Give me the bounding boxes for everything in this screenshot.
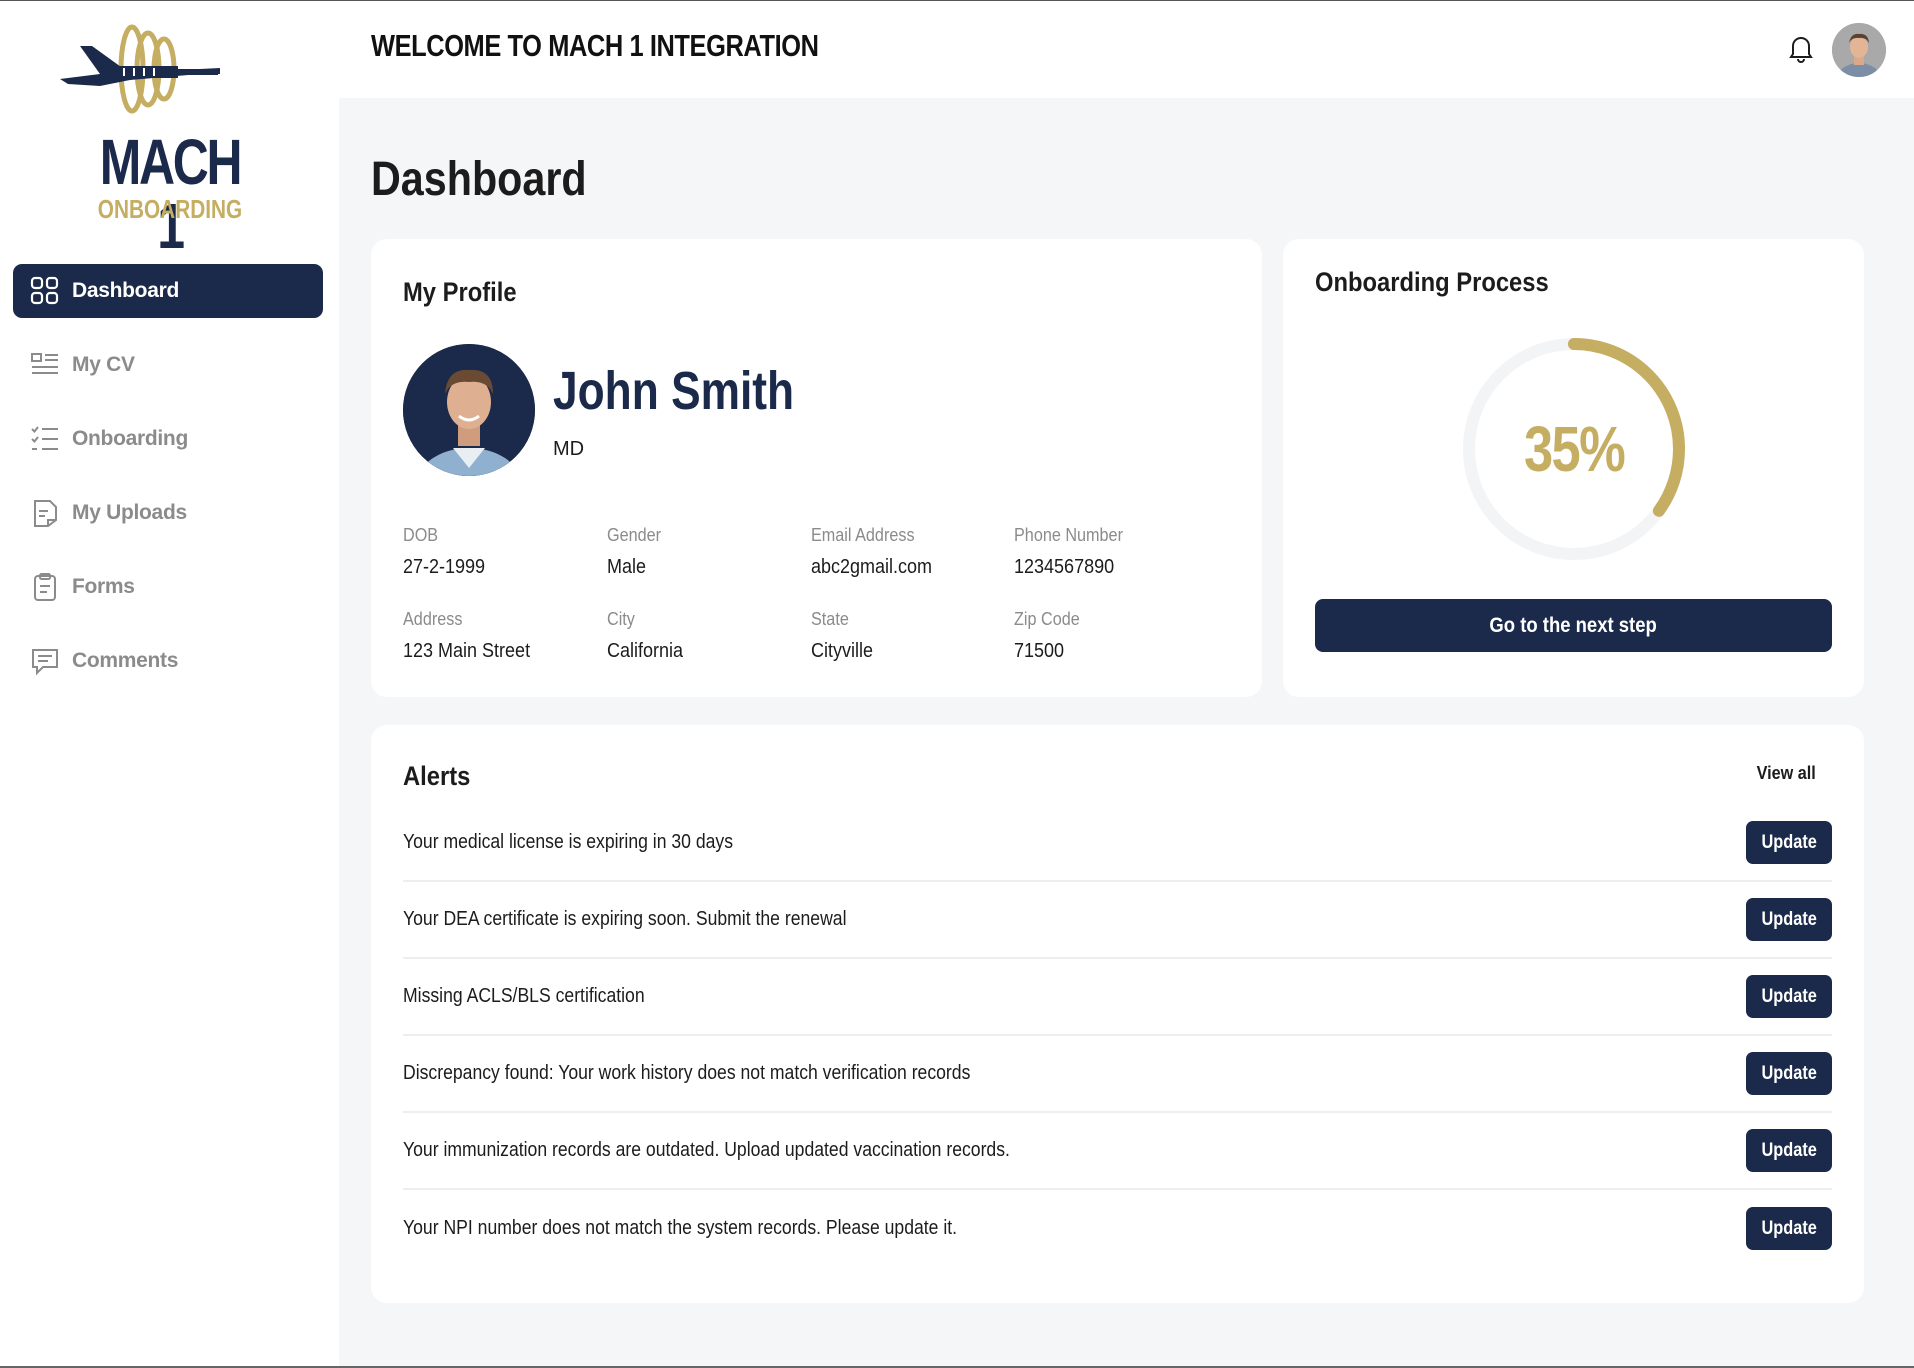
sidebar: MACH 1 ONBOARDING Dashboard bbox=[0, 2, 339, 1366]
alert-row: Your medical license is expiring in 30 d… bbox=[403, 805, 1832, 882]
field-gender: Gender Male bbox=[607, 525, 797, 579]
field-value: 123 Main Street bbox=[403, 640, 531, 662]
brand-title: MACH 1 bbox=[99, 126, 243, 262]
main-content: Dashboard My Profile John Smith MD DOB bbox=[339, 98, 1914, 1366]
update-button[interactable]: Update bbox=[1746, 821, 1832, 864]
alert-text: Your medical license is expiring in 30 d… bbox=[403, 831, 734, 853]
field-value: 1234567890 bbox=[1014, 556, 1115, 578]
sidebar-item-dashboard[interactable]: Dashboard bbox=[13, 264, 323, 318]
alert-text: Your immunization records are outdated. … bbox=[403, 1139, 1010, 1161]
field-label: Phone Number bbox=[1014, 525, 1123, 545]
field-label: Email Address bbox=[811, 525, 915, 545]
alert-row: Your DEA certificate is expiring soon. S… bbox=[403, 882, 1832, 959]
field-label: State bbox=[811, 609, 849, 629]
field-phone: Phone Number 1234567890 bbox=[1014, 525, 1204, 579]
user-avatar[interactable] bbox=[1832, 23, 1886, 77]
view-all-link[interactable]: View all bbox=[1756, 763, 1816, 783]
sidebar-item-label: Comments bbox=[72, 649, 179, 672]
profile-heading: My Profile bbox=[403, 277, 517, 307]
checklist-icon bbox=[30, 424, 60, 454]
sidebar-item-label: Forms bbox=[72, 575, 135, 598]
profile-avatar bbox=[403, 344, 535, 476]
alert-row: Missing ACLS/BLS certification Update bbox=[403, 959, 1832, 1036]
field-value: Cityville bbox=[811, 640, 874, 662]
field-value: Male bbox=[607, 556, 647, 578]
sidebar-item-forms[interactable]: Forms bbox=[13, 560, 323, 614]
brand-logo[interactable]: MACH 1 ONBOARDING bbox=[60, 24, 280, 258]
clipboard-icon bbox=[30, 572, 60, 602]
field-address: Address 123 Main Street bbox=[403, 609, 593, 663]
sidebar-item-label: Onboarding bbox=[72, 427, 188, 450]
field-label: Gender bbox=[607, 525, 662, 545]
alert-row: Discrepancy found: Your work history doe… bbox=[403, 1036, 1832, 1113]
field-label: Zip Code bbox=[1014, 609, 1080, 629]
alerts-heading: Alerts bbox=[403, 761, 471, 791]
field-city: City California bbox=[607, 609, 797, 663]
update-button[interactable]: Update bbox=[1746, 1129, 1832, 1172]
sidebar-item-comments[interactable]: Comments bbox=[13, 634, 323, 688]
comment-icon bbox=[30, 646, 60, 676]
progress-percent: 35% bbox=[1523, 413, 1626, 485]
field-dob: DOB 27-2-1999 bbox=[403, 525, 593, 579]
profile-credential: MD bbox=[553, 438, 585, 460]
sidebar-item-label: My CV bbox=[72, 353, 135, 376]
alert-text: Missing ACLS/BLS certification bbox=[403, 985, 645, 1007]
alert-row: Your NPI number does not match the syste… bbox=[403, 1190, 1832, 1267]
top-header: WELCOME TO MACH 1 INTEGRATION bbox=[339, 2, 1914, 98]
field-label: Address bbox=[403, 609, 463, 629]
alert-list: Your medical license is expiring in 30 d… bbox=[403, 805, 1832, 1267]
page-title: Dashboard bbox=[371, 153, 587, 206]
alert-text: Discrepancy found: Your work history doe… bbox=[403, 1062, 971, 1084]
next-step-button[interactable]: Go to the next step bbox=[1315, 599, 1832, 652]
sidebar-item-label: My Uploads bbox=[72, 501, 187, 524]
alert-text: Your NPI number does not match the syste… bbox=[403, 1217, 958, 1239]
jet-logo-icon bbox=[60, 24, 220, 114]
field-state: State Cityville bbox=[811, 609, 1001, 663]
profile-name: John Smith bbox=[553, 361, 795, 421]
field-email: Email Address abc2gmail.com bbox=[811, 525, 1001, 579]
update-button[interactable]: Update bbox=[1746, 975, 1832, 1018]
sidebar-item-label: Dashboard bbox=[72, 279, 179, 302]
welcome-title: WELCOME TO MACH 1 INTEGRATION bbox=[371, 28, 819, 63]
bell-icon[interactable] bbox=[1787, 33, 1815, 63]
onboarding-card: Onboarding Process 35% Go to the next st… bbox=[1283, 239, 1864, 697]
sidebar-nav: Dashboard My CV bbox=[13, 264, 323, 708]
field-label: City bbox=[607, 609, 635, 629]
alerts-card: Alerts View all Your medical license is … bbox=[371, 725, 1864, 1303]
field-value: 27-2-1999 bbox=[403, 556, 486, 578]
document-icon bbox=[30, 498, 60, 528]
field-zip: Zip Code 71500 bbox=[1014, 609, 1204, 663]
brand-subtitle: ONBOARDING bbox=[97, 194, 243, 224]
profile-card: My Profile John Smith MD DOB 27-2-1999 bbox=[371, 239, 1262, 697]
field-value: 71500 bbox=[1014, 640, 1065, 662]
field-label: DOB bbox=[403, 525, 439, 545]
sidebar-item-onboarding[interactable]: Onboarding bbox=[13, 412, 323, 466]
alert-text: Your DEA certificate is expiring soon. S… bbox=[403, 908, 847, 930]
grid-icon bbox=[30, 276, 60, 306]
update-button[interactable]: Update bbox=[1746, 1207, 1832, 1250]
onboarding-heading: Onboarding Process bbox=[1315, 267, 1549, 297]
alert-row: Your immunization records are outdated. … bbox=[403, 1113, 1832, 1190]
update-button[interactable]: Update bbox=[1746, 1052, 1832, 1095]
sidebar-item-my-uploads[interactable]: My Uploads bbox=[13, 486, 323, 540]
field-value: California bbox=[607, 640, 684, 662]
cv-list-icon bbox=[30, 350, 60, 380]
update-button[interactable]: Update bbox=[1746, 898, 1832, 941]
progress-ring bbox=[1463, 338, 1685, 560]
sidebar-item-my-cv[interactable]: My CV bbox=[13, 338, 323, 392]
field-value: abc2gmail.com bbox=[811, 556, 933, 578]
